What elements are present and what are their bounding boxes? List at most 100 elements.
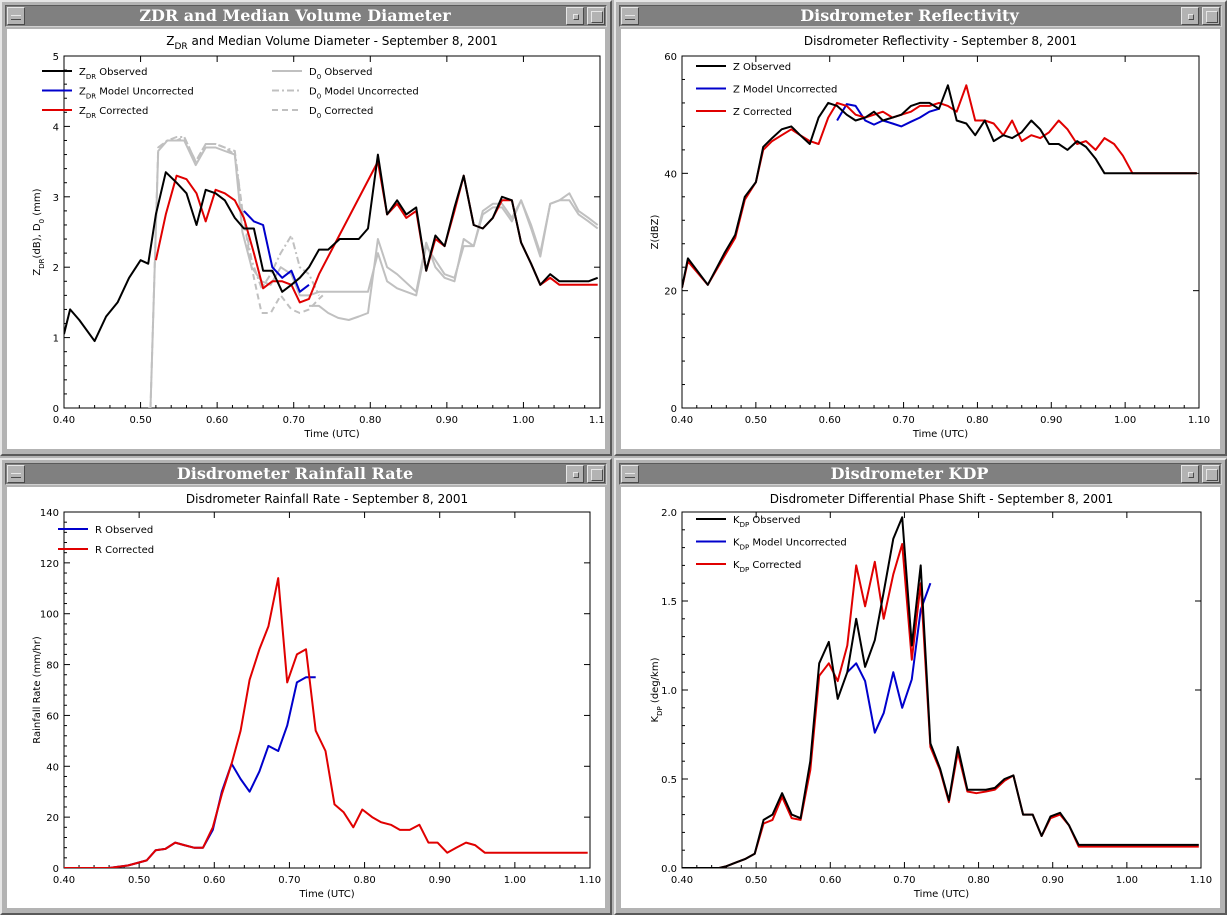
legend-label: R Corrected (95, 545, 154, 556)
x-tick-label: 0.90 (429, 875, 451, 886)
legend-label: D0​ Observed (309, 67, 372, 81)
window-menu-button[interactable] (7, 7, 25, 25)
y-tick-label: 80 (46, 661, 59, 672)
x-tick-label: 1.00 (512, 415, 534, 426)
x-axis-label: Time (UTC) (912, 429, 968, 440)
y-tick-label: 40 (664, 169, 677, 180)
x-axis-label: Time (UTC) (303, 429, 359, 440)
y-tick-label: 4 (53, 122, 59, 133)
plot-frame (63, 55, 601, 409)
chart-reflectivity: Disdrometer Reflectivity - September 8, … (650, 34, 1210, 440)
plot-frame (63, 511, 591, 869)
x-tick-label: 0.40 (671, 875, 693, 886)
plot-canvas-reflectivity: Disdrometer Reflectivity - September 8, … (621, 29, 1220, 449)
x-tick-label: 1.00 (1116, 875, 1138, 886)
window-menu-button[interactable] (621, 7, 639, 25)
window-zdr: ZDR and Median Volume Diameter ZDR​ and … (0, 0, 612, 456)
series-line-0 (64, 676, 316, 868)
legend-label: ZDR​ Model Uncorrected (79, 87, 194, 101)
series-line-6 (64, 153, 599, 343)
series-line-1 (682, 84, 1197, 288)
minimize-button[interactable] (566, 465, 584, 483)
x-tick-label: 0.80 (359, 415, 381, 426)
x-tick-label: 0.90 (1042, 875, 1064, 886)
window-rainfall: Disdrometer Rainfall Rate Disdrometer Ra… (0, 458, 612, 915)
window-title: Disdrometer KDP (830, 464, 989, 483)
window-title: Disdrometer Reflectivity (800, 6, 1019, 25)
y-tick-label: 40 (46, 762, 59, 773)
y-axis-label: KDP​ (deg/km) (650, 657, 664, 722)
x-tick-label: 1.00 (504, 875, 526, 886)
titlebar-rainfall[interactable]: Disdrometer Rainfall Rate (5, 463, 607, 485)
series-line-2 (682, 84, 1197, 288)
maximize-button[interactable] (1202, 465, 1220, 483)
x-tick-label: 0.70 (893, 875, 915, 886)
legend-label: KDP​ Corrected (733, 560, 801, 574)
plot-canvas-rainfall: Disdrometer Rainfall Rate - September 8,… (7, 487, 605, 908)
minimize-button[interactable] (1181, 465, 1199, 483)
y-tick-label: 100 (40, 610, 59, 621)
y-tick-label: 2.0 (661, 508, 677, 519)
y-axis-label: Z(dBZ) (650, 215, 661, 250)
titlebar-zdr[interactable]: ZDR and Median Volume Diameter (5, 5, 607, 27)
x-tick-label: 0.90 (1040, 415, 1062, 426)
window-kdp: Disdrometer KDP Disdrometer Differential… (614, 458, 1227, 915)
y-axis-label: Rainfall Rate (mm/hr) (32, 636, 43, 744)
minimize-button[interactable] (1181, 7, 1199, 25)
x-tick-label: 0.50 (129, 415, 151, 426)
maximize-icon (591, 469, 603, 481)
x-tick-label: 0.80 (967, 875, 989, 886)
legend-label: D0​ Model Uncorrected (309, 87, 419, 101)
legend-label: KDP​ Model Uncorrected (733, 538, 847, 552)
x-tick-label: 0.80 (966, 415, 988, 426)
x-tick-label: 0.60 (206, 415, 228, 426)
legend-label: Z Corrected (733, 107, 792, 118)
chart-title: Disdrometer Rainfall Rate - September 8,… (186, 492, 468, 506)
plot-canvas-zdr: ZDR​ and Median Volume Diameter - Septem… (7, 29, 605, 449)
minimize-icon (573, 14, 579, 20)
y-tick-label: 0 (53, 404, 59, 415)
window-menu-button[interactable] (621, 465, 639, 483)
y-tick-label: 0.5 (661, 775, 677, 786)
window-title: Disdrometer Rainfall Rate (176, 464, 414, 483)
series-line-0 (846, 582, 932, 734)
x-tick-label: 0.60 (819, 875, 841, 886)
chart-zdr: ZDR​ and Median Volume Diameter - Septem… (32, 34, 605, 440)
y-axis-label: ZDR​(dB), D0​ (mm) (32, 188, 46, 275)
y-tick-label: 0 (53, 864, 59, 875)
titlebar-kdp[interactable]: Disdrometer KDP (619, 463, 1222, 485)
legend-label: Z Observed (733, 62, 791, 73)
x-tick-label: 1.10 (589, 415, 605, 426)
titlebar-reflectivity[interactable]: Disdrometer Reflectivity (619, 5, 1222, 27)
x-tick-label: 0.40 (671, 415, 693, 426)
maximize-button[interactable] (587, 465, 605, 483)
minimize-button[interactable] (566, 7, 584, 25)
x-tick-label: 0.60 (203, 875, 225, 886)
y-tick-label: 120 (40, 559, 59, 570)
x-tick-label: 1.10 (1190, 875, 1212, 886)
plot-frame (681, 55, 1200, 409)
y-tick-label: 1.5 (661, 597, 677, 608)
y-tick-label: 1.0 (661, 686, 677, 697)
maximize-button[interactable] (1202, 7, 1220, 25)
legend-label: R Observed (95, 525, 153, 536)
x-tick-label: 1.10 (1188, 415, 1210, 426)
chart-kdp: Disdrometer Differential Phase Shift - S… (650, 492, 1212, 900)
window-title: ZDR and Median Volume Diameter (139, 6, 451, 25)
legend-label: Z Model Uncorrected (733, 85, 837, 96)
x-tick-label: 0.90 (436, 415, 458, 426)
y-tick-label: 20 (664, 287, 677, 298)
menu-bar-icon (625, 473, 635, 478)
menu-bar-icon (625, 15, 635, 20)
y-tick-label: 5 (53, 52, 59, 63)
minimize-icon (573, 472, 579, 478)
maximize-icon (1206, 469, 1218, 481)
y-tick-label: 0 (671, 404, 677, 415)
series-line-1 (64, 577, 588, 868)
x-tick-label: 0.70 (892, 415, 914, 426)
y-tick-label: 60 (46, 711, 59, 722)
maximize-button[interactable] (587, 7, 605, 25)
window-menu-button[interactable] (7, 465, 25, 483)
window-reflectivity: Disdrometer Reflectivity Disdrometer Ref… (614, 0, 1227, 456)
x-tick-label: 0.70 (283, 415, 305, 426)
